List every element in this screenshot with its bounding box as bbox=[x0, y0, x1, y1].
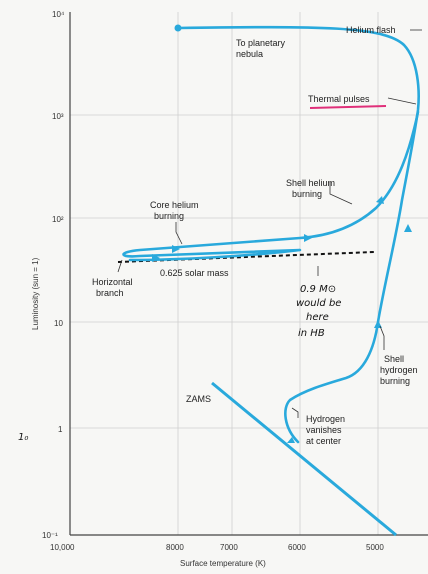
arrow-icon bbox=[172, 245, 180, 253]
label-horizontal-1: Horizontal bbox=[92, 277, 133, 287]
x-tick-8000: 8000 bbox=[166, 543, 184, 552]
handwritten-note-1: 0.9 M⊙ bbox=[300, 284, 336, 295]
y-tick-1000: 10³ bbox=[52, 112, 64, 121]
arrow-icon bbox=[304, 234, 312, 242]
y-tick-1: 1 bbox=[58, 425, 63, 434]
arrow-icon bbox=[404, 224, 412, 232]
label-shell-hydrogen-1: Shell bbox=[384, 354, 404, 364]
x-tick-6000: 6000 bbox=[288, 543, 306, 552]
y-axis-title: Luminosity (sun = 1) bbox=[31, 257, 40, 330]
y-tick-10000: 10⁴ bbox=[52, 10, 65, 19]
leader-shell-hydrogen bbox=[379, 325, 385, 350]
label-shell-helium-2: burning bbox=[292, 189, 322, 199]
x-tick-10000: 10,000 bbox=[50, 543, 75, 552]
leader-lines bbox=[117, 29, 422, 418]
evolutionary-track bbox=[176, 25, 420, 444]
planetary-nebula-marker bbox=[174, 24, 182, 32]
label-shell-hydrogen-3: burning bbox=[380, 376, 410, 386]
arrow-icon bbox=[152, 254, 160, 262]
y-tick-01: 10⁻¹ bbox=[42, 531, 58, 540]
leader-horizontal-branch bbox=[117, 259, 123, 273]
arrow-icon bbox=[374, 320, 382, 328]
x-axis-title: Surface temperature (K) bbox=[180, 559, 266, 568]
leader-hydrogen-vanishes bbox=[291, 407, 299, 418]
label-solar-mass: 0.625 solar mass bbox=[160, 268, 229, 278]
label-planetary-2: nebula bbox=[236, 49, 263, 59]
label-planetary-1: To planetary bbox=[236, 38, 286, 48]
arrow-icon bbox=[287, 437, 295, 443]
label-shell-helium-1: Shell helium bbox=[286, 178, 335, 188]
label-thermal-pulses: Thermal pulses bbox=[308, 94, 370, 104]
label-horizontal-2: branch bbox=[96, 288, 124, 298]
label-shell-hydrogen-2: hydrogen bbox=[380, 365, 418, 375]
zams-line bbox=[211, 381, 397, 537]
handwritten-note-4: in HB bbox=[298, 328, 325, 339]
handwritten-note-2: would be bbox=[296, 298, 341, 309]
label-core-helium-2: burning bbox=[154, 211, 184, 221]
thermal-pulses-underline bbox=[309, 105, 387, 109]
leader-shell-helium bbox=[329, 182, 353, 205]
x-tick-7000: 7000 bbox=[220, 543, 238, 552]
axes bbox=[69, 12, 428, 536]
leader-core-helium bbox=[175, 222, 183, 245]
horizontal-branch-track bbox=[122, 110, 420, 262]
margin-handwriting: 1₀ bbox=[18, 432, 28, 443]
label-hydrogen-vanishes-1: Hydrogen bbox=[306, 414, 345, 424]
track-arrows bbox=[152, 24, 412, 443]
label-zams: ZAMS bbox=[186, 394, 211, 404]
y-tick-10: 10 bbox=[54, 319, 63, 328]
label-hydrogen-vanishes-2: vanishes bbox=[306, 425, 342, 435]
label-core-helium-1: Core helium bbox=[150, 200, 199, 210]
leader-thermal-pulses bbox=[387, 97, 417, 105]
label-hydrogen-vanishes-3: at center bbox=[306, 436, 341, 446]
gridlines bbox=[70, 12, 428, 535]
y-tick-100: 10² bbox=[52, 215, 64, 224]
handwritten-note-3: here bbox=[306, 312, 329, 323]
x-tick-5000: 5000 bbox=[366, 543, 384, 552]
label-helium-flash: Helium flash bbox=[346, 25, 396, 35]
arrow-icon bbox=[376, 196, 384, 204]
